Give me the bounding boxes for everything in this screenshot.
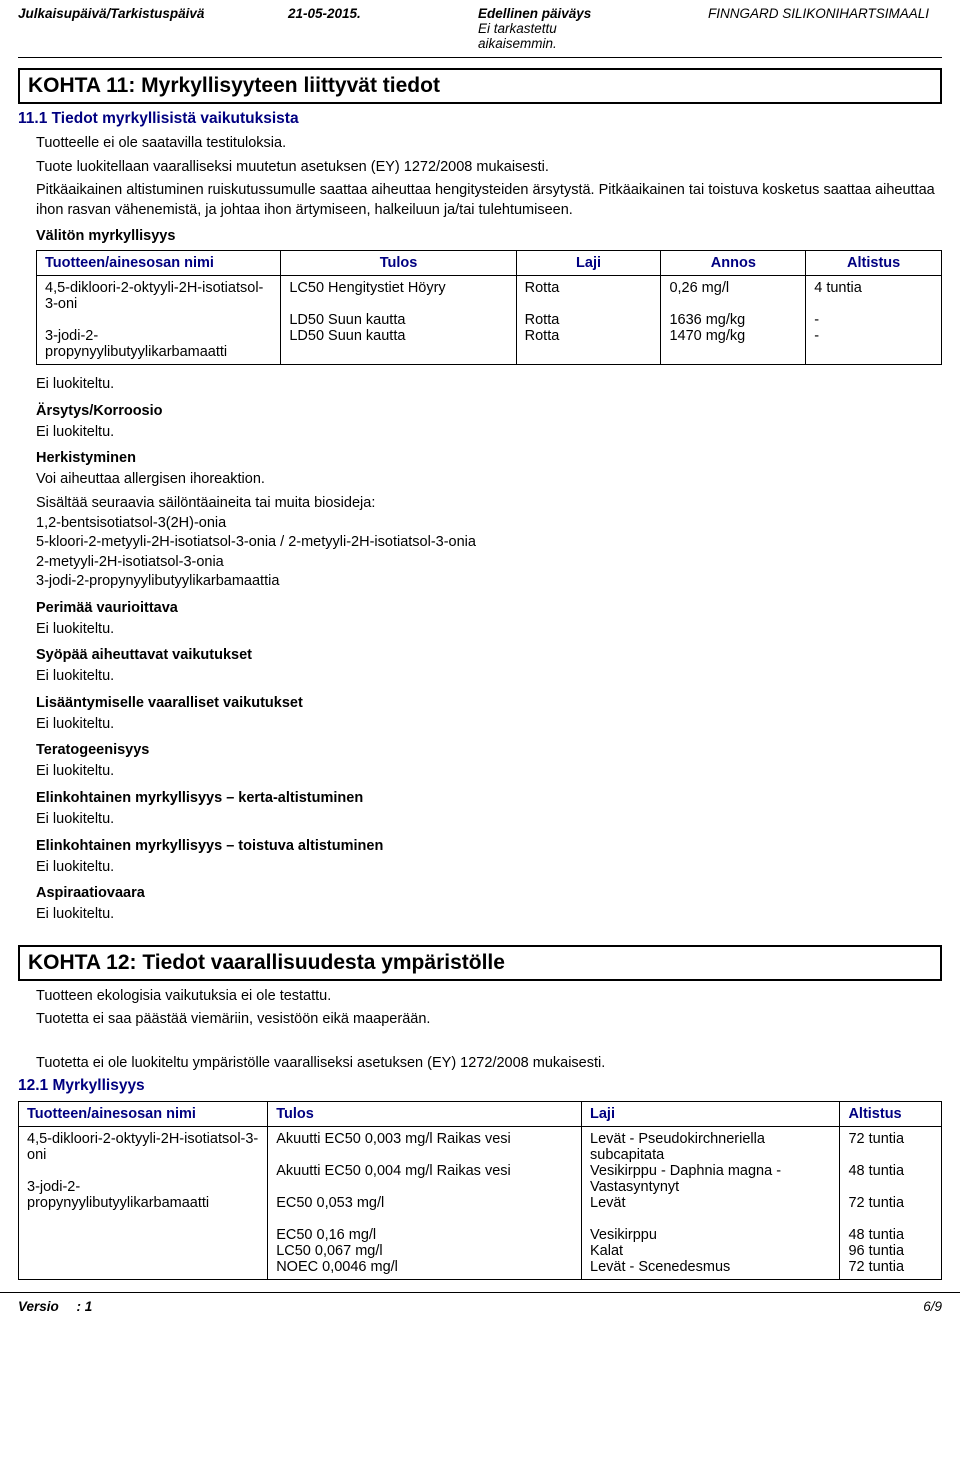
cell-r2: LD50 Suun kautta — [289, 312, 405, 328]
sens-line4: 5-kloori-2-metyyli-2H-isotiatsol-3-onia … — [36, 533, 942, 553]
section-12-box: KOHTA 12: Tiedot vaarallisuudesta ympäri… — [18, 945, 942, 981]
sens-line5: 2-metyyli-2H-isotiatsol-3-onia — [36, 553, 942, 573]
th-result: Tulos — [281, 251, 516, 276]
sens-line2: Sisältää seuraavia säilöntäaineita tai m… — [36, 494, 942, 514]
t2-e1: 72 tuntia — [848, 1131, 904, 1147]
t2-e5: 96 tuntia — [848, 1243, 904, 1259]
t2-e6: 72 tuntia — [848, 1259, 904, 1275]
cell-r1: LC50 Hengitystiet Höyry — [289, 280, 445, 296]
prev-label: Edellinen päiväys — [478, 6, 591, 21]
s11-para2: Tuote luokitellaan vaaralliseksi muutetu… — [36, 158, 942, 178]
th-name: Tuotteen/ainesosan nimi — [37, 251, 281, 276]
irritation-label: Ärsytys/Korroosio — [36, 403, 942, 419]
page-number: 6/9 — [882, 1299, 942, 1314]
s11-para3: Pitkäaikainen altistuminen ruiskutussumu… — [36, 181, 942, 220]
header-prev: Edellinen päiväys Ei tarkastettu aikaise… — [478, 6, 708, 51]
not-classified-5: Ei luokiteltu. — [36, 715, 942, 735]
header-date: 21-05-2015. — [288, 6, 478, 51]
cell-r3: LD50 Suun kautta — [289, 328, 405, 344]
not-classified-1: Ei luokiteltu. — [36, 375, 942, 395]
aspiration-label: Aspiraatiovaara — [36, 885, 942, 901]
th2-name: Tuotteen/ainesosan nimi — [19, 1102, 268, 1127]
th2-species: Laji — [582, 1102, 840, 1127]
cell-d1: 0,26 mg/l — [669, 280, 729, 296]
not-classified-7: Ei luokiteltu. — [36, 810, 942, 830]
cell-name2: 3-jodi-2-propynyylibutyylikarbamaatti — [45, 328, 227, 360]
t2-s6: Levät - Scenedesmus — [590, 1259, 730, 1275]
s12-para2: Tuotetta ei saa päästää viemäriin, vesis… — [36, 1010, 942, 1030]
t2-s2: Vesikirppu - Daphnia magna - Vastasyntyn… — [590, 1163, 781, 1195]
t2-r5: LC50 0,067 mg/l — [276, 1243, 382, 1259]
th-dose: Annos — [661, 251, 806, 276]
table-row: 4,5-dikloori-2-oktyyli-2H-isotiatsol-3-o… — [37, 276, 942, 365]
cell-s1: Rotta — [525, 280, 560, 296]
not-classified-3: Ei luokiteltu. — [36, 620, 942, 640]
t2-r3: EC50 0,053 mg/l — [276, 1195, 384, 1211]
s12-para3: Tuotetta ei ole luokiteltu ympäristölle … — [36, 1054, 942, 1074]
page-header: Julkaisupäivä/Tarkistuspäivä 21-05-2015.… — [0, 0, 960, 53]
cell-e2: - — [814, 312, 819, 328]
section-11-sub: 11.1 Tiedot myrkyllisistä vaikutuksista — [18, 110, 942, 128]
sens-line3: 1,2-bentsisotiatsol-3(2H)-onia — [36, 514, 942, 534]
t2-r1: Akuutti EC50 0,003 mg/l Raikas vesi — [276, 1131, 511, 1147]
t2-r6: NOEC 0,0046 mg/l — [276, 1259, 398, 1275]
cell-e3: - — [814, 328, 819, 344]
th2-result: Tulos — [268, 1102, 582, 1127]
s12-para1: Tuotteen ekologisia vaikutuksia ei ole t… — [36, 987, 942, 1007]
terato-label: Teratogeenisyys — [36, 742, 942, 758]
not-classified-9: Ei luokiteltu. — [36, 905, 942, 925]
cell-d2: 1636 mg/kg — [669, 312, 745, 328]
t2-r2: Akuutti EC50 0,004 mg/l Raikas vesi — [276, 1163, 511, 1179]
acute-toxicity-label: Välitön myrkyllisyys — [36, 228, 942, 244]
acute-toxicity-table: Tuotteen/ainesosan nimi Tulos Laji Annos… — [36, 250, 942, 365]
header-label: Julkaisupäivä/Tarkistuspäivä — [18, 6, 288, 51]
not-classified-4: Ei luokiteltu. — [36, 667, 942, 687]
t2-e2: 48 tuntia — [848, 1163, 904, 1179]
prev-value: Ei tarkastettu aikaisemmin. — [478, 21, 708, 51]
t2-e3: 72 tuntia — [848, 1195, 904, 1211]
section-11-box: KOHTA 11: Myrkyllisyyteen liittyvät tied… — [18, 68, 942, 104]
s11-para1: Tuotteelle ei ole saatavilla testituloks… — [36, 134, 942, 154]
table-row: 4,5-dikloori-2-oktyyli-2H-isotiatsol-3-o… — [19, 1127, 942, 1280]
version-value: : 1 — [77, 1299, 93, 1314]
table-header-row: Tuotteen/ainesosan nimi Tulos Laji Annos… — [37, 251, 942, 276]
t2-name1: 4,5-dikloori-2-oktyyli-2H-isotiatsol-3-o… — [27, 1131, 258, 1163]
t2-name2: 3-jodi-2-propynyylibutyylikarbamaatti — [27, 1179, 209, 1211]
header-product: FINNGARD SILIKONIHARTSIMAALI — [708, 6, 942, 51]
t2-s1: Levät - Pseudokirchneriella subcapitata — [590, 1131, 765, 1163]
t2-e4: 48 tuntia — [848, 1227, 904, 1243]
section-12-sub: 12.1 Myrkyllisyys — [18, 1077, 942, 1095]
t2-r4: EC50 0,16 mg/l — [276, 1227, 376, 1243]
table-header-row: Tuotteen/ainesosan nimi Tulos Laji Altis… — [19, 1102, 942, 1127]
ecotoxicity-table: Tuotteen/ainesosan nimi Tulos Laji Altis… — [18, 1101, 942, 1280]
sens-line6: 3-jodi-2-propynyylibutyylikarbamaattia — [36, 572, 942, 592]
t2-s4: Vesikirppu — [590, 1227, 657, 1243]
section-12-title: KOHTA 12: Tiedot vaarallisuudesta ympäri… — [28, 951, 932, 975]
cell-name1: 4,5-dikloori-2-oktyyli-2H-isotiatsol-3-o… — [45, 280, 263, 312]
cell-e1: 4 tuntia — [814, 280, 862, 296]
repro-label: Lisääntymiselle vaaralliset vaikutukset — [36, 695, 942, 711]
stot-repeat-label: Elinkohtainen myrkyllisyys – toistuva al… — [36, 838, 942, 854]
header-divider — [18, 57, 942, 58]
not-classified-6: Ei luokiteltu. — [36, 762, 942, 782]
t2-s3: Levät — [590, 1195, 625, 1211]
not-classified-8: Ei luokiteltu. — [36, 858, 942, 878]
th-exposure: Altistus — [806, 251, 942, 276]
carcinogen-label: Syöpää aiheuttavat vaikutukset — [36, 647, 942, 663]
cell-s2: Rotta — [525, 312, 560, 328]
sens-line1: Voi aiheuttaa allergisen ihoreaktion. — [36, 470, 942, 490]
cell-d3: 1470 mg/kg — [669, 328, 745, 344]
sensitisation-label: Herkistyminen — [36, 450, 942, 466]
t2-s5: Kalat — [590, 1243, 623, 1259]
th2-exposure: Altistus — [840, 1102, 942, 1127]
version-label: Versio — [18, 1299, 59, 1314]
cell-s3: Rotta — [525, 328, 560, 344]
mutagen-label: Perimää vaurioittava — [36, 600, 942, 616]
page-footer: Versio : 1 6/9 — [0, 1292, 960, 1324]
section-11-title: KOHTA 11: Myrkyllisyyteen liittyvät tied… — [28, 74, 932, 98]
not-classified-2: Ei luokiteltu. — [36, 423, 942, 443]
th-species: Laji — [516, 251, 661, 276]
stot-single-label: Elinkohtainen myrkyllisyys – kerta-altis… — [36, 790, 942, 806]
